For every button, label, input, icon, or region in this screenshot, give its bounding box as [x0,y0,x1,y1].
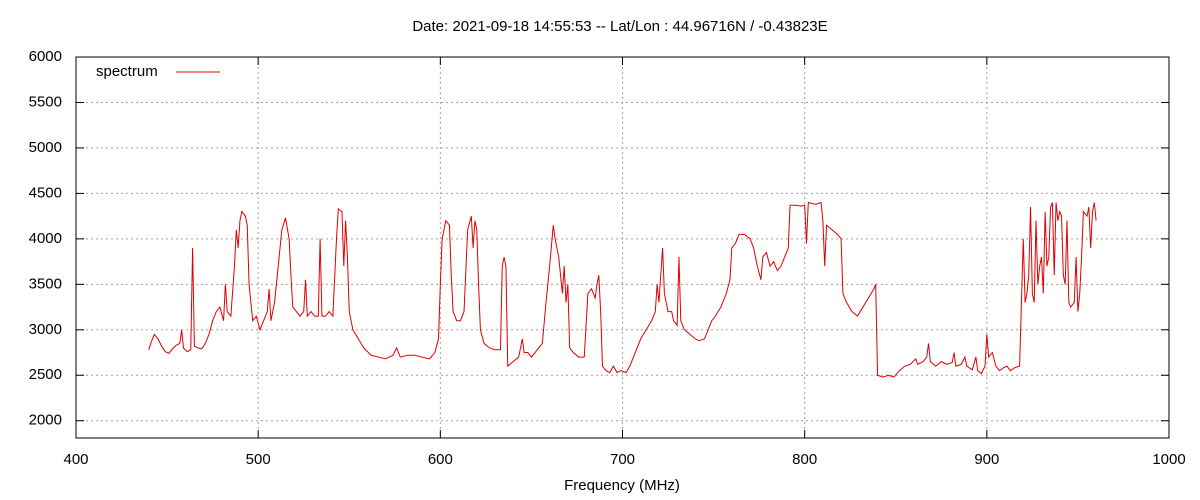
x-tick-label: 800 [792,451,817,468]
x-tick-label: 500 [246,451,271,468]
legend-label: spectrum [96,63,158,80]
x-tick-label: 1000 [1152,451,1185,468]
x-tick-label: 900 [974,451,999,468]
y-tick-label: 4000 [29,230,62,247]
chart-title: Date: 2021-09-18 14:55:53 -- Lat/Lon : 4… [412,18,827,35]
y-tick-label: 4500 [29,184,62,201]
x-axis-label: Frequency (MHz) [564,477,680,494]
x-tick-label: 600 [428,451,453,468]
y-tick-label: 3000 [29,321,62,338]
y-tick-label: 5500 [29,93,62,110]
x-tick-label: 700 [610,451,635,468]
data-line [148,201,1097,378]
y-tick-label: 3500 [29,275,62,292]
y-tick-label: 2000 [29,412,62,429]
y-tick-label: 6000 [29,48,62,65]
y-tick-label: 5000 [29,139,62,156]
plot-border [75,56,1170,439]
x-tick-label: 400 [63,451,88,468]
y-tick-label: 2500 [29,366,62,383]
